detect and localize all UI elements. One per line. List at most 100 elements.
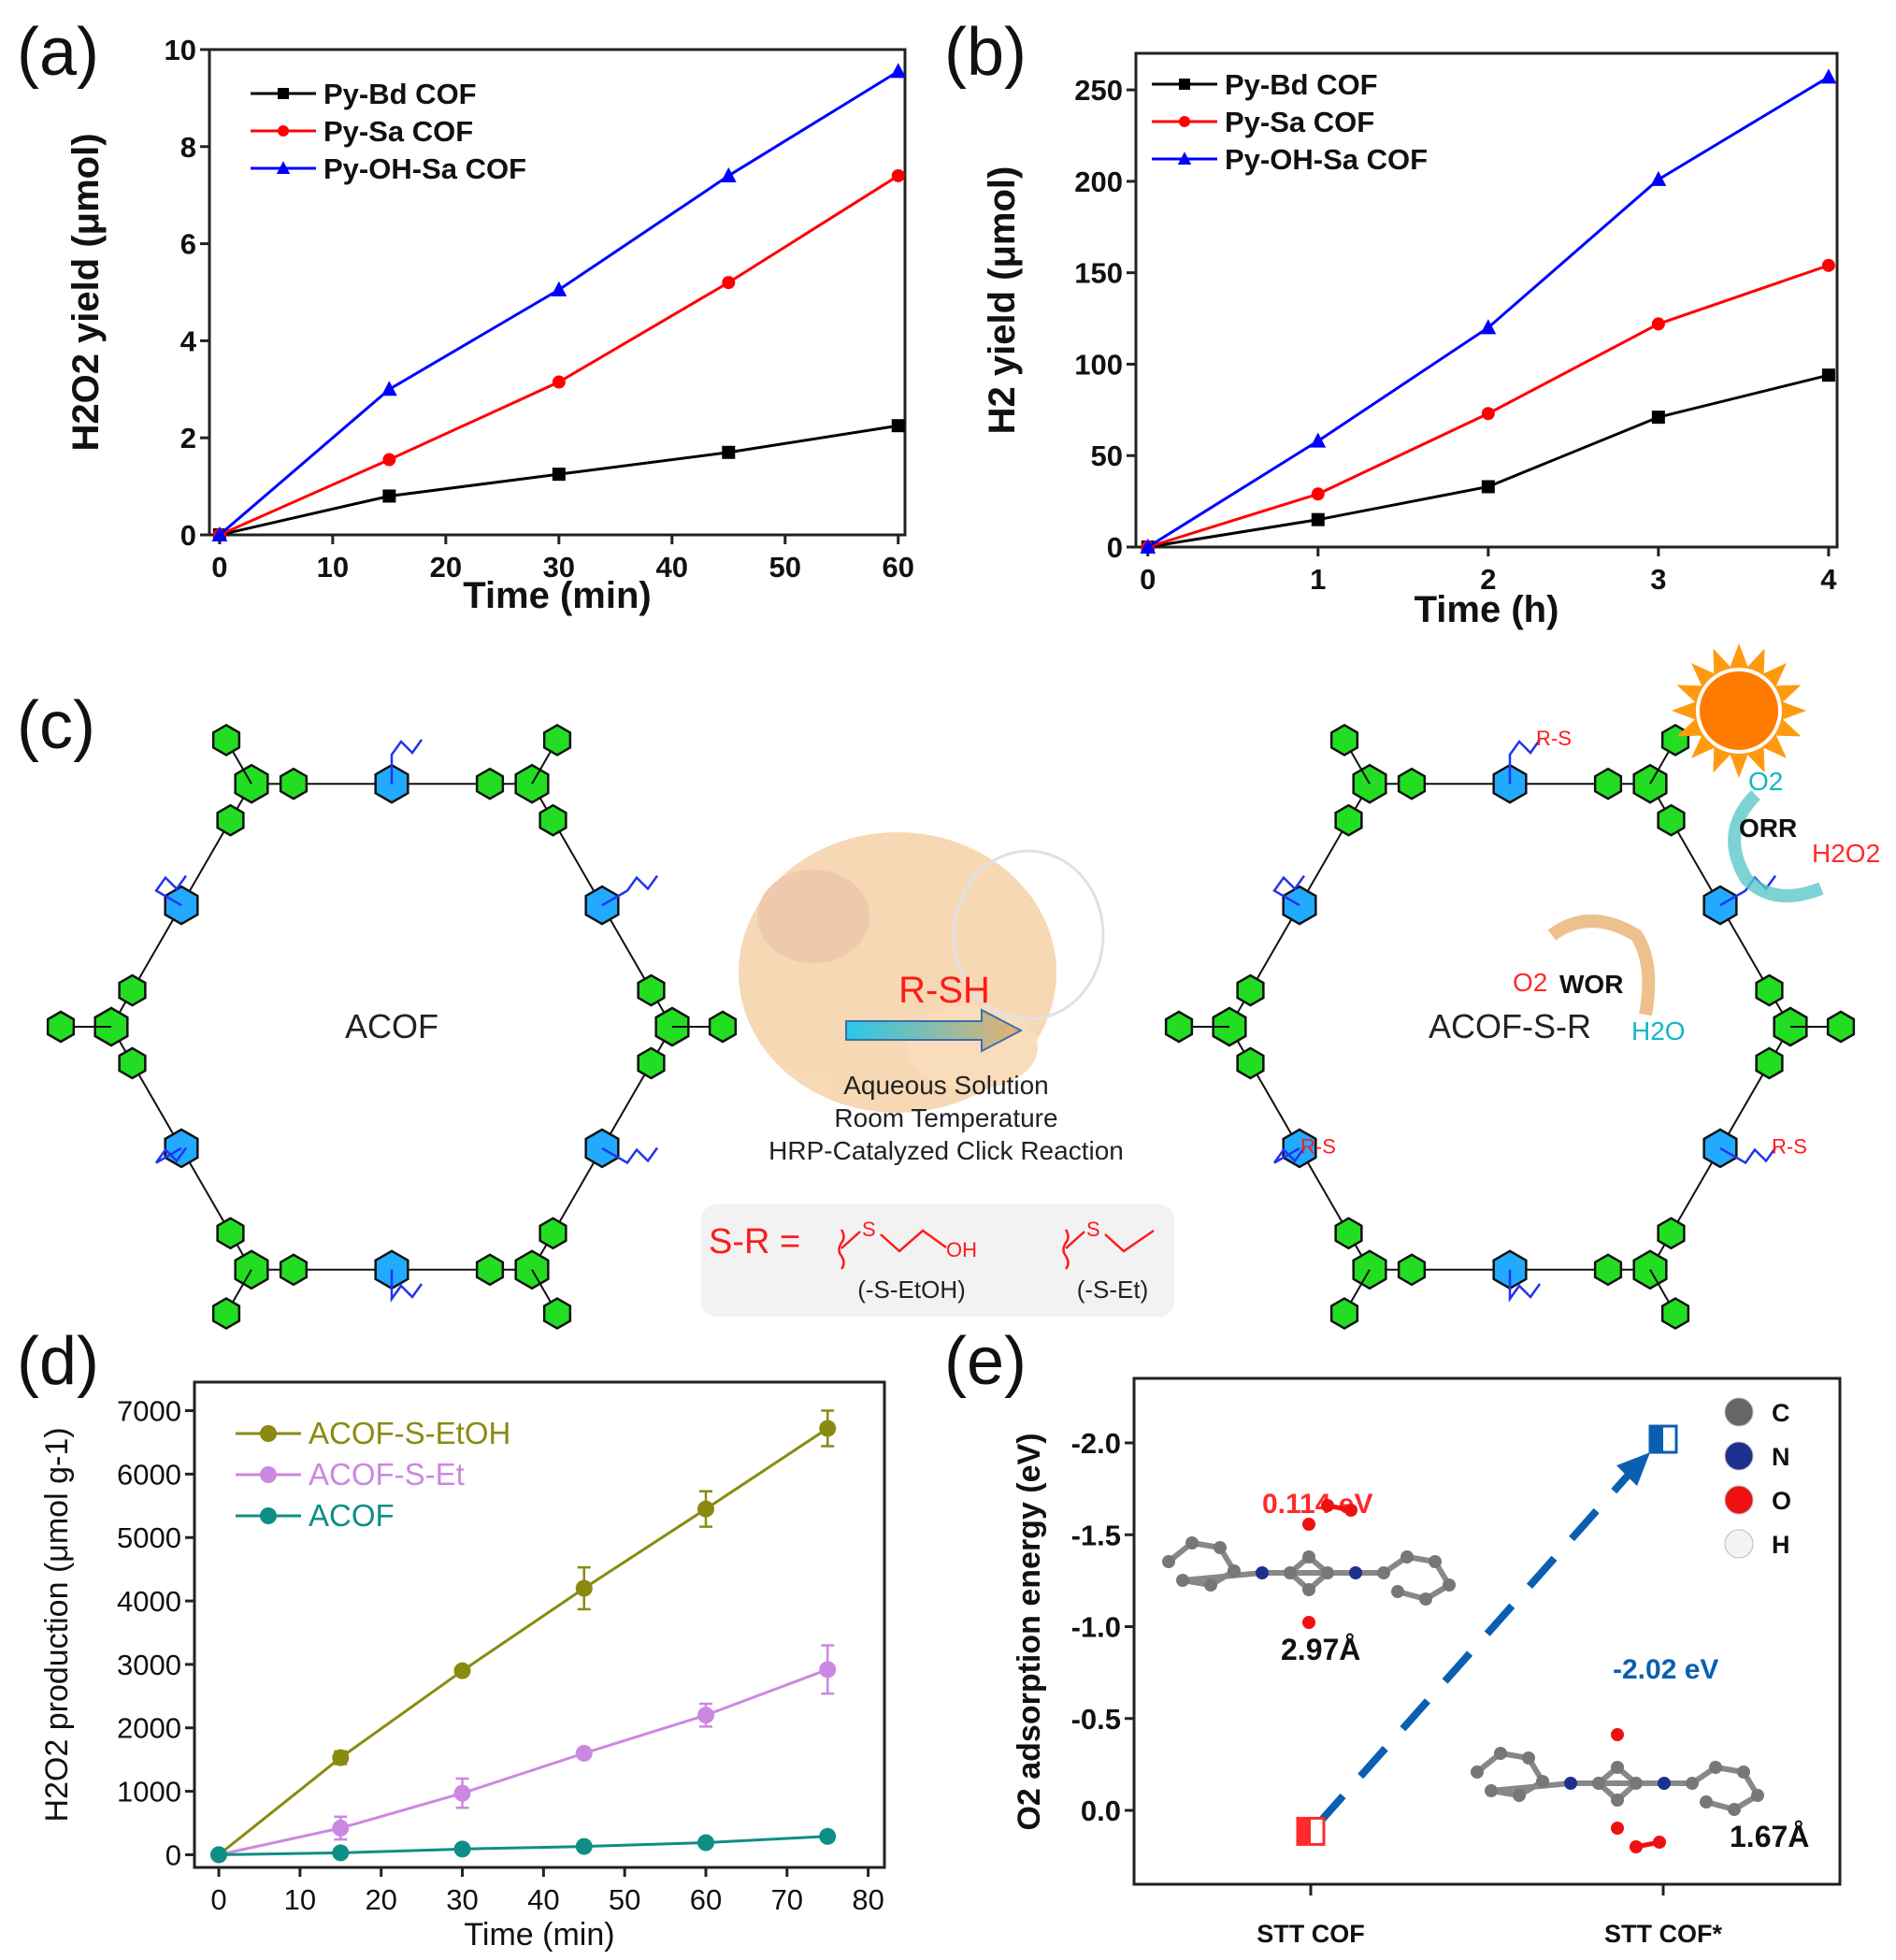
- atom: [1302, 1550, 1315, 1564]
- y-tick-label: 10: [165, 34, 196, 66]
- atom: [1256, 1566, 1269, 1579]
- atom: [1185, 1536, 1199, 1549]
- legend-label: H: [1772, 1531, 1790, 1559]
- data-point: [1481, 407, 1495, 421]
- legend-marker: [260, 1466, 277, 1483]
- atom-o: [1611, 1728, 1624, 1741]
- outer-phenyl-ring: [211, 1297, 241, 1331]
- y-axis-title: H2 yield (μmol): [982, 166, 1023, 435]
- y-tick-label: 2000: [117, 1712, 181, 1745]
- phenyl-ring: [216, 1217, 245, 1250]
- atom: [1162, 1555, 1175, 1568]
- y-tick-label: 5000: [117, 1521, 181, 1554]
- phenyl-ring: [1657, 1217, 1686, 1250]
- data-point: [1651, 411, 1665, 425]
- data-point: [891, 168, 905, 182]
- atom: [1176, 1574, 1189, 1587]
- allyl-side-chain: [390, 1269, 424, 1303]
- outer-phenyl-ring: [1164, 1010, 1194, 1044]
- y-tick-label: 50: [1091, 440, 1123, 472]
- data-point: [552, 375, 566, 389]
- sr-definition-box: S-R = S OH S (-S-EtOH) (-S-Et): [701, 1204, 1174, 1317]
- data-point: [722, 445, 736, 459]
- oh-group: OH: [946, 1238, 977, 1261]
- legend-label: ACOF-S-Et: [309, 1457, 465, 1492]
- legend-atom-n: [1724, 1441, 1754, 1471]
- outer-phenyl-ring: [542, 1297, 572, 1331]
- allyl-side-chain: [1719, 874, 1777, 907]
- molecule-model: [1162, 1499, 1456, 1629]
- legend-label: ACOF: [309, 1498, 395, 1533]
- data-point: [697, 1707, 714, 1724]
- data-point: [551, 281, 567, 296]
- atom: [1485, 1784, 1498, 1797]
- chart-d: 0 10 20 30 40 50 60 70 80 0 1000 2000 3000 4000 5000 60…: [39, 1380, 886, 1953]
- sun-disc: [1696, 668, 1782, 754]
- data-point: [332, 1819, 350, 1837]
- data-point: [1310, 432, 1327, 448]
- atom: [1302, 1583, 1315, 1596]
- phenyl-ring: [637, 973, 666, 1007]
- atom: [1592, 1777, 1605, 1790]
- data-point: [697, 1834, 714, 1852]
- y-tick-label: 3000: [117, 1649, 181, 1681]
- series-line-py-sa-cof: [1147, 264, 1830, 549]
- atom: [1377, 1566, 1390, 1579]
- legend-marker: [1179, 79, 1190, 90]
- x-tick-label: 50: [769, 551, 801, 584]
- wor-label: WOR: [1559, 970, 1623, 999]
- y-tick-label: 7000: [117, 1395, 181, 1428]
- allyl-side-chain: [601, 874, 659, 907]
- y-tick-label: 8: [180, 131, 196, 164]
- y-tick-label: 200: [1074, 166, 1123, 198]
- x-tick-label: 60: [882, 551, 913, 584]
- phenyl-ring: [1657, 803, 1686, 837]
- atom: [1564, 1777, 1577, 1790]
- legend-label: Py-Sa COF: [1225, 106, 1374, 138]
- y-tick-label: 0: [180, 519, 196, 552]
- x-axis-title: Time (min): [464, 1917, 614, 1953]
- series-line-acof-s-et: [218, 1667, 828, 1856]
- s-atom-1: S: [862, 1218, 876, 1241]
- outer-phenyl-ring: [211, 723, 241, 757]
- s-etoh-structure: [838, 1229, 947, 1270]
- reagent-label: R-SH: [898, 970, 990, 1011]
- atom: [1630, 1777, 1643, 1790]
- sun-icon: [1672, 643, 1806, 778]
- data-point: [453, 1784, 471, 1802]
- legend-label: C: [1772, 1399, 1790, 1427]
- y-tick-label: 0: [165, 1838, 181, 1871]
- o2-label: O2: [1748, 767, 1783, 796]
- legend-label: Py-Sa COF: [323, 115, 473, 148]
- atom: [1536, 1775, 1549, 1788]
- atom: [1751, 1789, 1764, 1802]
- outer-phenyl-ring: [542, 723, 572, 757]
- condition-3: HRP-Catalyzed Click Reaction: [768, 1136, 1124, 1165]
- sr-option-1: (-S-EtOH): [857, 1275, 966, 1304]
- sr-substituent: R-S: [1300, 1134, 1336, 1158]
- orr-label: ORR: [1739, 814, 1797, 843]
- x-axis-title: Time (h): [1415, 589, 1559, 630]
- plot-frame: [193, 1380, 886, 1869]
- acof-s-r-framework: R-S R-S R-S: [1164, 723, 1856, 1331]
- data-point: [720, 166, 737, 182]
- y-tick-label: 0.0: [1081, 1794, 1121, 1827]
- data-point: [575, 1744, 593, 1762]
- legend-marker: [276, 161, 291, 174]
- y-tick-label: 100: [1074, 348, 1123, 381]
- o2-product-label: O2: [1513, 968, 1547, 997]
- atom: [1611, 1794, 1624, 1807]
- phenyl-ring: [1397, 1253, 1427, 1287]
- distance-annotation-2: 1.67Å: [1730, 1820, 1809, 1853]
- phenyl-ring: [1236, 973, 1265, 1007]
- outer-phenyl-ring: [46, 1010, 76, 1044]
- plot-frame: [1134, 51, 1839, 549]
- allyl-side-chain: [1508, 739, 1542, 785]
- chart-e: 0.0 -0.5 -1.0 -1.5 -2.0 STT COF STT COF* O2 ads…: [1012, 1376, 1842, 1948]
- atom: [1522, 1751, 1535, 1765]
- x-tick-label: 40: [656, 551, 688, 584]
- phenyl-ring: [475, 767, 505, 800]
- atom: [1204, 1578, 1217, 1592]
- data-point: [722, 276, 736, 290]
